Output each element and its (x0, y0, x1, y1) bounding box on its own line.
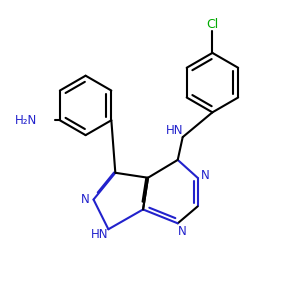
Text: Cl: Cl (206, 18, 218, 31)
Text: H₂N: H₂N (15, 114, 37, 127)
Text: HN: HN (166, 124, 184, 137)
Text: N: N (81, 193, 90, 206)
Text: HN: HN (91, 228, 108, 241)
Text: N: N (178, 225, 187, 238)
Text: N: N (201, 169, 210, 182)
